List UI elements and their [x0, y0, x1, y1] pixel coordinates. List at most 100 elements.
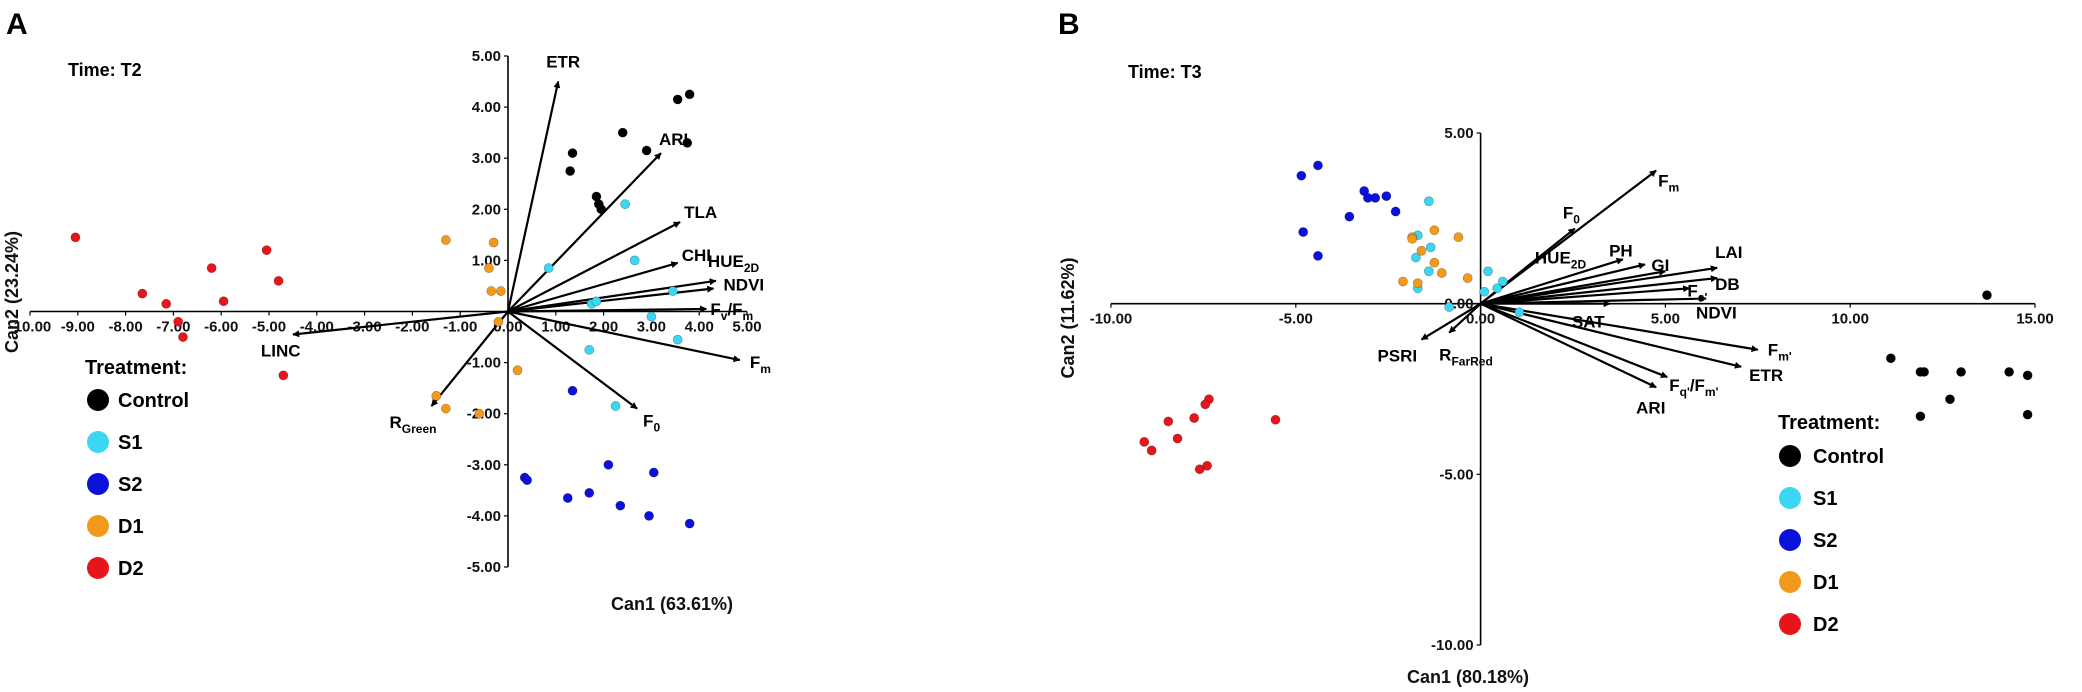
y-tick-label: 1.00 [472, 252, 501, 269]
data-point-s1 [1423, 196, 1434, 207]
y-tick-label: -4.00 [467, 508, 501, 525]
legend-label: S1 [118, 432, 142, 454]
data-point-control [682, 137, 693, 148]
y-tick-label: -2.00 [467, 406, 501, 423]
data-point-d1 [440, 235, 451, 245]
vector-label: LAI [1715, 243, 1742, 262]
legend-marker-s1 [1779, 487, 1801, 509]
data-point-s2 [1298, 227, 1309, 237]
loading-vector [1480, 265, 1718, 305]
panel-a-label: A [6, 8, 28, 41]
loading-vector [1480, 302, 1657, 389]
vector-label: ETR [546, 53, 580, 72]
data-point-d1 [474, 408, 485, 419]
data-point-s1 [610, 401, 621, 411]
y-tick-label: -5.00 [1439, 466, 1473, 483]
data-point-d2 [1172, 433, 1183, 444]
data-point-d1 [1416, 245, 1427, 256]
data-point-d2 [261, 245, 272, 256]
panel-b-vectors: FmF0HUE2DPHGILAIDBFs'SATNDVIFm'ETRFq'/Fm… [1377, 169, 1792, 417]
data-point-s2 [1296, 170, 1307, 181]
loading-vector [507, 152, 662, 313]
data-point-control [1945, 394, 1955, 405]
vector-label: NDVI [724, 276, 765, 295]
vector-label: HUE2D [1535, 248, 1587, 271]
data-point-control [684, 89, 695, 100]
data-point-s1 [1425, 242, 1436, 253]
loading-vector [507, 310, 638, 410]
vector-label: F0 [643, 412, 660, 435]
vector-label: ARI [1636, 398, 1665, 417]
data-point-d2 [173, 316, 184, 327]
data-point-control [2004, 367, 2015, 377]
panel-a: A Time: T2 -10.00 -9.00 -8.00 -7.00 -6.00 -5.… [2, 8, 771, 614]
x-tick-label: 5.00 [732, 319, 761, 336]
data-point-d1 [512, 365, 523, 376]
panel-a-points [70, 89, 695, 529]
data-point-d1 [488, 237, 499, 248]
legend-label: D2 [118, 558, 144, 580]
y-tick-label: -1.00 [467, 355, 501, 372]
x-tick-label: 0.00 [1466, 311, 1495, 328]
data-point-control [617, 127, 628, 138]
legend-label: D1 [118, 516, 144, 538]
panel-a-title: Time: T2 [68, 60, 142, 80]
vector-label: Fm' [1768, 341, 1792, 364]
data-point-control [1956, 367, 1966, 377]
loading-vector [1480, 285, 1691, 305]
vector-label: Fm [750, 353, 771, 376]
legend-label: Control [118, 390, 189, 412]
panel-a-axes: -10.00-9.00-8.00-7.00-6.00-5.00-4.00-3.0… [9, 48, 762, 576]
legend-marker-d1 [1779, 571, 1801, 593]
y-tick-label: -10.00 [1431, 637, 1474, 654]
data-point-s2 [584, 488, 595, 498]
panel-a-y-axis-label: Can2 (23.24%) [2, 231, 22, 353]
legend-label: S2 [1813, 530, 1837, 552]
panel-a-x-axis-label: Can1 (63.61%) [611, 594, 733, 614]
data-point-d2 [161, 298, 172, 309]
data-point-s2 [522, 475, 533, 486]
data-point-d1 [1412, 278, 1423, 289]
data-point-s1 [620, 199, 631, 210]
data-point-s1 [1479, 286, 1490, 297]
data-point-s2 [567, 385, 578, 396]
data-point-d1 [483, 263, 494, 273]
legend-label: S1 [1813, 488, 1837, 510]
vector-label: ARI [659, 130, 688, 149]
panel-b-legend: Treatment: Control S1 S2 D1 D2 [1778, 412, 1884, 636]
loading-vector [507, 278, 717, 313]
data-point-d2 [1189, 413, 1200, 423]
data-point-control [2022, 409, 2033, 420]
data-point-s2 [603, 459, 614, 470]
loading-vector [507, 310, 741, 363]
vector-label: F0 [1563, 204, 1580, 227]
data-point-s2 [1313, 250, 1323, 261]
data-point-s2 [648, 467, 659, 478]
data-point-d2 [1194, 464, 1205, 475]
vector-label: CHI [682, 246, 711, 265]
data-point-control [1919, 367, 1930, 377]
data-point-s1 [668, 286, 678, 296]
legend-marker-d2 [1779, 613, 1801, 635]
legend-marker-control [87, 389, 109, 411]
x-tick-label: 15.00 [2016, 311, 2054, 328]
data-point-s1 [584, 344, 595, 355]
data-point-d2 [1163, 416, 1174, 427]
loading-vector [507, 261, 679, 313]
data-point-s2 [684, 518, 695, 529]
data-point-control [596, 204, 607, 215]
data-point-s1 [543, 263, 554, 273]
data-point-control [1915, 411, 1926, 422]
vector-label: HUE2D [708, 252, 760, 275]
legend-label: S2 [118, 474, 142, 496]
vector-label: Fs' [1687, 281, 1707, 304]
data-point-s2 [1344, 211, 1355, 222]
data-point-d1 [495, 286, 506, 296]
x-tick-label: -5.00 [1279, 311, 1313, 328]
data-point-d1 [1453, 232, 1464, 243]
data-point-s2 [1370, 192, 1381, 203]
panel-b-legend-title: Treatment: [1778, 412, 1880, 434]
data-point-s1 [1444, 302, 1455, 312]
data-point-d1 [440, 403, 451, 414]
data-point-s1 [1492, 283, 1503, 294]
